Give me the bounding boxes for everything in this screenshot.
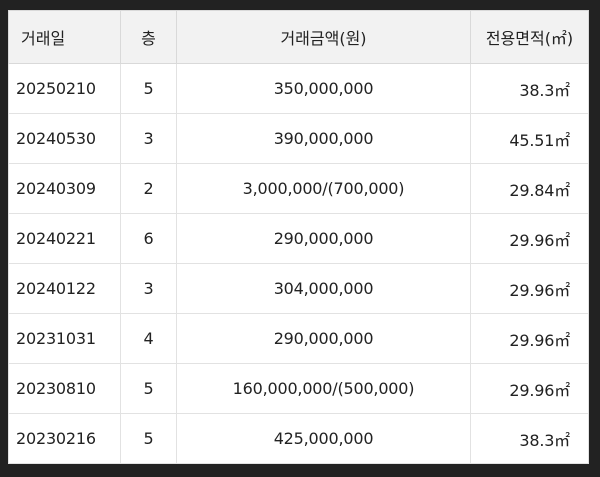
cell-date: 20230216	[8, 413, 121, 464]
cell-date: 20240221	[8, 213, 121, 264]
cell-price: 390,000,000	[176, 113, 471, 164]
cell-area: 29.96㎡	[470, 363, 589, 414]
cell-price: 290,000,000	[176, 313, 471, 364]
cell-date: 20240530	[8, 113, 121, 164]
header-floor: 층	[120, 10, 177, 64]
table-row: 20240309 2 3,000,000/(700,000) 29.84㎡	[8, 163, 589, 214]
cell-date: 20240309	[8, 163, 121, 214]
table-row: 20250210 5 350,000,000 38.3㎡	[8, 63, 589, 114]
header-price: 거래금액(원)	[176, 10, 471, 64]
table-row: 20240122 3 304,000,000 29.96㎡	[8, 263, 589, 314]
cell-price: 290,000,000	[176, 213, 471, 264]
cell-floor: 6	[120, 213, 177, 264]
cell-price: 160,000,000/(500,000)	[176, 363, 471, 414]
cell-area: 29.96㎡	[470, 213, 589, 264]
cell-area: 38.3㎡	[470, 413, 589, 464]
cell-date: 20230810	[8, 363, 121, 414]
cell-area: 29.84㎡	[470, 163, 589, 214]
table-row: 20231031 4 290,000,000 29.96㎡	[8, 313, 589, 364]
table-row: 20230810 5 160,000,000/(500,000) 29.96㎡	[8, 363, 589, 414]
cell-floor: 3	[120, 263, 177, 314]
cell-date: 20250210	[8, 63, 121, 114]
cell-floor: 5	[120, 63, 177, 114]
cell-date: 20240122	[8, 263, 121, 314]
header-area: 전용면적(㎡)	[470, 10, 589, 64]
cell-price: 425,000,000	[176, 413, 471, 464]
table-header-row: 거래일 층 거래금액(원) 전용면적(㎡)	[8, 10, 589, 64]
cell-price: 3,000,000/(700,000)	[176, 163, 471, 214]
cell-date: 20231031	[8, 313, 121, 364]
cell-floor: 2	[120, 163, 177, 214]
table-row: 20230216 5 425,000,000 38.3㎡	[8, 413, 589, 464]
cell-area: 29.96㎡	[470, 313, 589, 364]
cell-area: 38.3㎡	[470, 63, 589, 114]
transaction-table: 거래일 층 거래금액(원) 전용면적(㎡) 20250210 5 350,000…	[8, 10, 589, 464]
cell-area: 29.96㎡	[470, 263, 589, 314]
cell-area: 45.51㎡	[470, 113, 589, 164]
cell-price: 304,000,000	[176, 263, 471, 314]
cell-floor: 5	[120, 413, 177, 464]
header-date: 거래일	[8, 10, 121, 64]
cell-floor: 4	[120, 313, 177, 364]
cell-price: 350,000,000	[176, 63, 471, 114]
table-row: 20240530 3 390,000,000 45.51㎡	[8, 113, 589, 164]
cell-floor: 5	[120, 363, 177, 414]
cell-floor: 3	[120, 113, 177, 164]
table-row: 20240221 6 290,000,000 29.96㎡	[8, 213, 589, 264]
